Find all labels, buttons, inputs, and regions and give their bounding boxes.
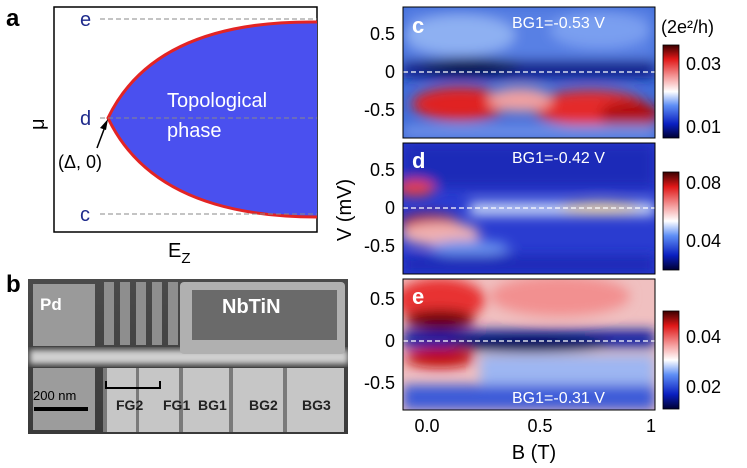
sem-image: Pd NbTiN 200 nm FG2 FG1 BG1 BG2 BG3 bbox=[28, 279, 348, 434]
topological-label-line2: phase bbox=[167, 120, 222, 142]
panel-a-label: a bbox=[6, 5, 20, 32]
cb-d-high: 0.08 bbox=[686, 173, 721, 193]
scale-bar bbox=[34, 407, 88, 411]
gate-label-bg2: BG2 bbox=[249, 397, 278, 413]
cb-c-high: 0.03 bbox=[686, 54, 721, 74]
colorbar-c: 0.03 0.01 bbox=[662, 44, 721, 139]
c-ytick-0: 0 bbox=[385, 62, 395, 82]
panel-c-label: c bbox=[412, 13, 424, 38]
scale-bar-label: 200 nm bbox=[33, 388, 76, 403]
mu-axis-label: μ bbox=[27, 118, 49, 130]
pd-contact-bottom bbox=[33, 368, 95, 430]
ez-axis-label: EZ bbox=[168, 240, 191, 267]
level-e-label: e bbox=[80, 9, 91, 31]
level-d-label: d bbox=[80, 108, 91, 130]
top-gates bbox=[104, 282, 178, 345]
gate-label-fg2: FG2 bbox=[116, 397, 143, 413]
panel-b-label: b bbox=[6, 271, 21, 298]
cb-e-high: 0.04 bbox=[686, 327, 721, 347]
cb-e-low: 0.02 bbox=[686, 377, 721, 397]
e-ytick-0.5: 0.5 bbox=[370, 289, 395, 309]
map-c-gate-label: BG1=-0.53 V bbox=[512, 15, 605, 32]
gate-label-bg1: BG1 bbox=[198, 397, 227, 413]
e-ytick-neg0.5: -0.5 bbox=[364, 373, 395, 393]
b-axis-label: B (T) bbox=[512, 442, 556, 464]
fg2-bracket bbox=[105, 381, 161, 389]
map-d-gate-label: BG1=-0.42 V bbox=[512, 150, 605, 167]
colorbar-d: 0.08 0.04 bbox=[662, 171, 721, 271]
xtick-0.5: 0.5 bbox=[527, 416, 552, 436]
pd-contact-top bbox=[33, 284, 95, 346]
panel-e-label: e bbox=[412, 284, 424, 309]
map-e: e BG1=-0.31 V bbox=[402, 278, 656, 411]
map-axes: 0.5 0 -0.5 0.5 0 -0.5 0.5 0 -0.5 V (mV) … bbox=[334, 24, 656, 464]
c-ytick-0.5: 0.5 bbox=[370, 24, 395, 44]
panel-a-plot: e d c Topological phase (Δ, 0) μ EZ bbox=[27, 6, 318, 267]
gate-region bbox=[104, 368, 344, 432]
level-c-label: c bbox=[80, 204, 90, 226]
v-axis-label: V (mV) bbox=[334, 179, 356, 241]
gate-dividers bbox=[103, 368, 287, 432]
colorbar-unit: (2e²/h) bbox=[661, 17, 714, 37]
nbtin-inner bbox=[192, 290, 337, 340]
colorbar-e: 0.04 0.02 bbox=[662, 310, 721, 410]
d-ytick-0.5: 0.5 bbox=[370, 160, 395, 180]
gate-label-fg1: FG1 bbox=[163, 397, 190, 413]
map-c: c BG1=-0.53 V bbox=[402, 6, 656, 139]
e-ytick-0: 0 bbox=[385, 331, 395, 351]
map-e-gate-label: BG1=-0.31 V bbox=[512, 390, 605, 407]
xtick-0.0: 0.0 bbox=[414, 416, 439, 436]
point-arrow-head bbox=[100, 119, 108, 130]
panel-d-label: d bbox=[412, 148, 425, 173]
cb-c-low: 0.01 bbox=[686, 117, 721, 137]
topological-phase-region bbox=[108, 21, 317, 218]
cb-d-low: 0.04 bbox=[686, 231, 721, 251]
d-ytick-0: 0 bbox=[385, 198, 395, 218]
xtick-1: 1 bbox=[646, 416, 656, 436]
c-ytick-neg0.5: -0.5 bbox=[364, 100, 395, 120]
nbtin-label: NbTiN bbox=[222, 296, 281, 318]
topological-label-line1: Topological bbox=[167, 90, 267, 112]
pd-label: Pd bbox=[40, 295, 62, 314]
map-d: d BG1=-0.42 V bbox=[402, 142, 656, 275]
point-label: (Δ, 0) bbox=[58, 152, 102, 172]
d-ytick-neg0.5: -0.5 bbox=[364, 236, 395, 256]
gate-label-bg3: BG3 bbox=[302, 397, 331, 413]
